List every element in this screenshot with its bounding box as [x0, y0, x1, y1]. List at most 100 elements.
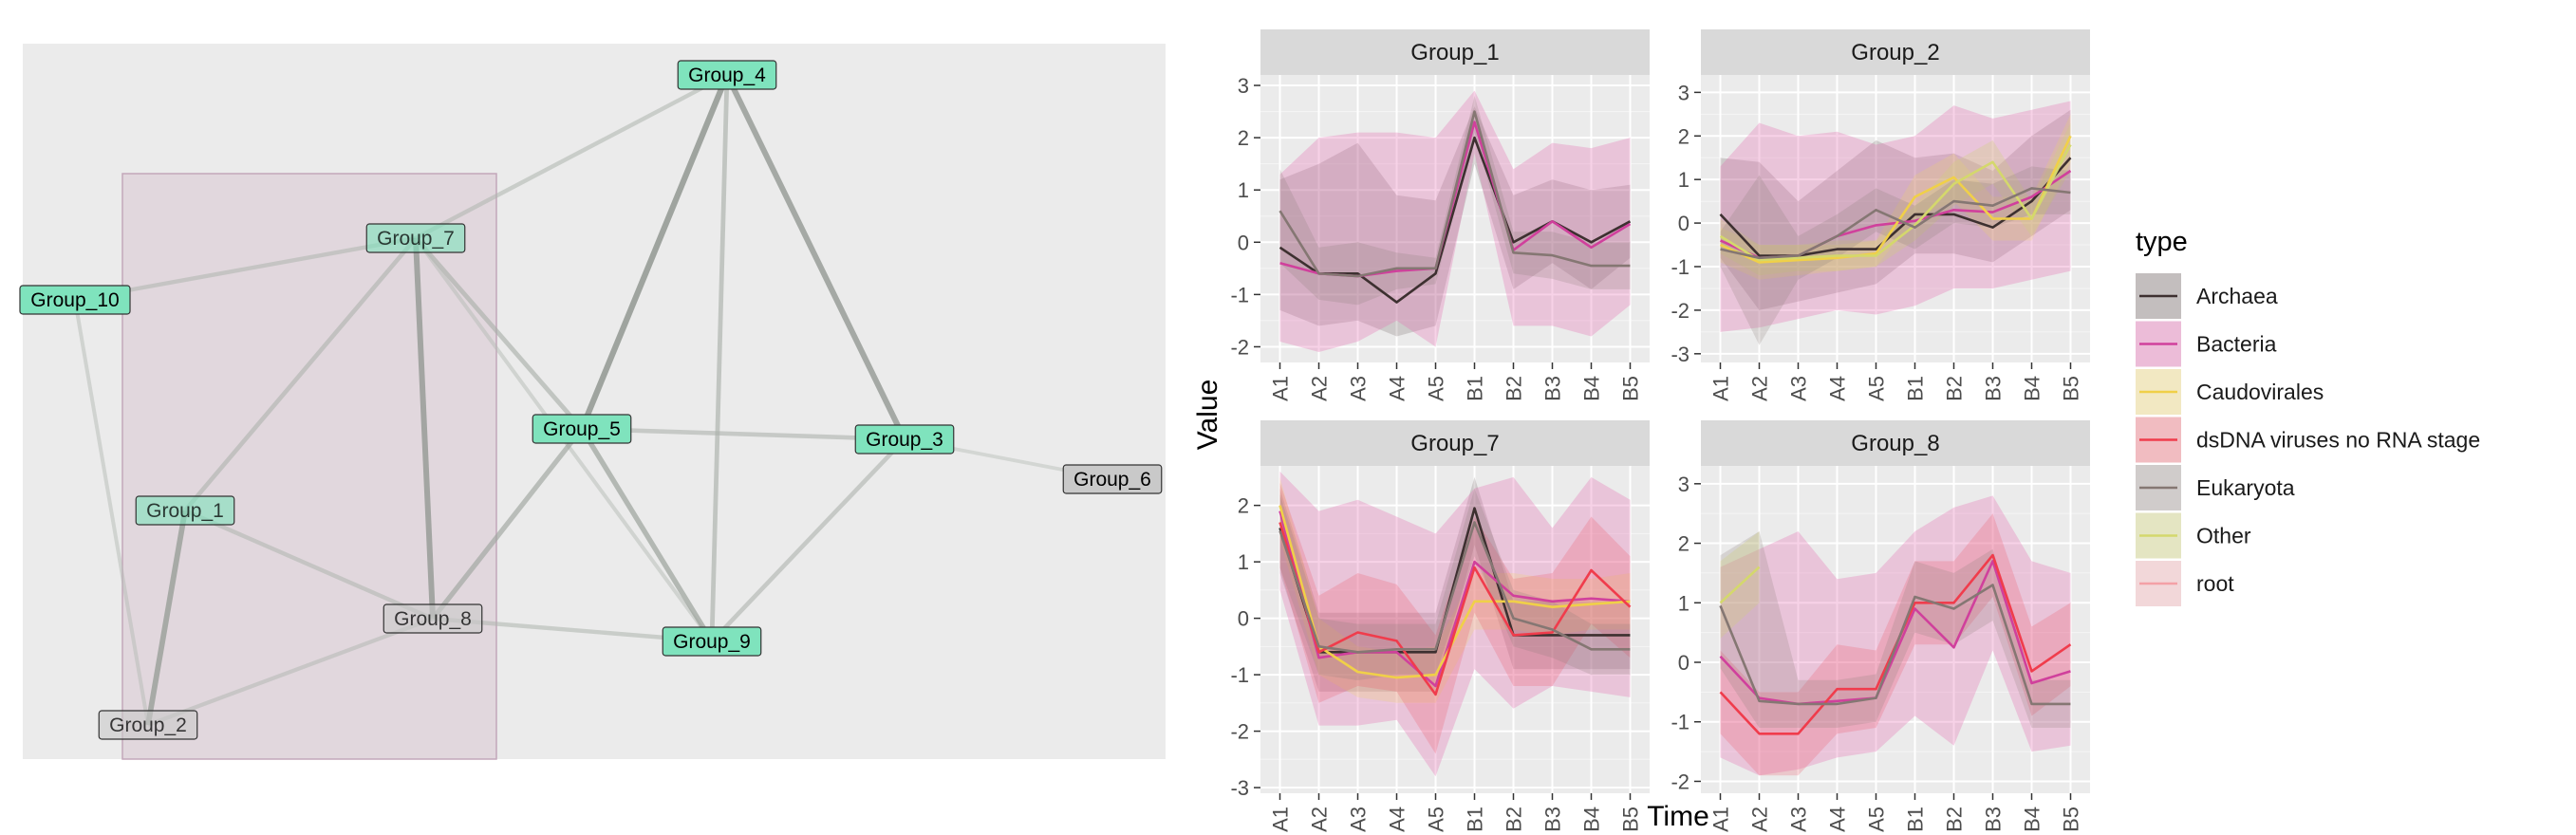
y-tick-label: 1	[1678, 168, 1689, 192]
legend-label: Bacteria	[2196, 332, 2277, 357]
y-tick-label: 3	[1678, 473, 1689, 496]
x-tick-label: B3	[1982, 376, 2006, 401]
legend-label: root	[2196, 571, 2234, 596]
y-tick-label: -1	[1230, 283, 1249, 306]
facet-title: Group_1	[1410, 40, 1499, 65]
x-tick-label: B3	[1982, 807, 2006, 832]
legend-label: Other	[2196, 524, 2251, 548]
y-tick-label: -1	[1671, 711, 1689, 734]
edge-group_10-group_2	[73, 299, 150, 726]
y-tick-label: 3	[1678, 81, 1689, 104]
y-tick-label: -1	[1671, 255, 1689, 279]
x-tick-label: B2	[1943, 376, 1967, 401]
facet-charts: Group_1 -2 -1 0 1 2 3 A1 A2 A3 A4 A5 B1 B2 B3 B4 B5 Group…	[1230, 29, 2090, 832]
y-tick-label: 0	[1678, 651, 1689, 675]
y-tick-label: 2	[1678, 124, 1689, 148]
node-group_3[interactable]: Group_3	[854, 424, 955, 455]
y-tick-label: 0	[1238, 607, 1249, 631]
x-tick-label: A1	[1709, 376, 1733, 401]
y-axis-title: Value	[1192, 380, 1223, 451]
node-box	[677, 60, 777, 90]
ribbon-bacteria	[1720, 101, 2071, 332]
node-group_10[interactable]: Group_10	[19, 285, 131, 315]
x-tick-label: B2	[1503, 807, 1526, 832]
x-tick-label: B3	[1541, 376, 1565, 401]
x-tick-label: B2	[1943, 807, 1967, 832]
node-label: Group_9	[673, 631, 751, 653]
facet-strip	[1701, 29, 2090, 75]
ribbon-caudovirales	[1279, 476, 1631, 703]
ribbon-dsdna-viruses-no-rna-stage	[1279, 482, 1631, 754]
network-panel: Group_4 Group_7 Group_10 Group_5 Group_3 Grou…	[19, 44, 1166, 760]
node-group_5[interactable]: Group_5	[532, 414, 632, 444]
line-eukaryota	[1720, 187, 2071, 260]
legend: type Archaea Bacteria Caudovirales dsDNA vi…	[2136, 227, 2480, 606]
facet-group_2: Group_2 -3 -2 -1 0 1 2 3 A1 A2 A3 A4 A5 B1 B2 B3 B4 B5	[1671, 29, 2090, 401]
x-tick-label: B1	[1464, 807, 1487, 832]
x-axis-title: Time	[1647, 801, 1709, 832]
legend-item-eukaryota: Eukaryota	[2136, 465, 2295, 510]
y-tick-label: 1	[1678, 591, 1689, 615]
edge-group_7-group_1	[183, 236, 418, 512]
facet-group_1: Group_1 -2 -1 0 1 2 3 A1 A2 A3 A4 A5 B1 B2 B3 B4 B5	[1230, 29, 1650, 401]
node-group_4[interactable]: Group_4	[677, 60, 777, 90]
x-tick-label: A2	[1308, 376, 1332, 401]
line-archaea	[1279, 136, 1632, 304]
legend-title: type	[2136, 227, 2188, 257]
node-group_7[interactable]: Group_7	[365, 223, 466, 253]
cluster-highlight-box	[121, 173, 497, 760]
legend-item-caudovirales: Caudovirales	[2136, 369, 2324, 415]
node-group_1[interactable]: Group_1	[135, 495, 235, 526]
y-tick-label: -3	[1671, 343, 1689, 366]
x-tick-label: B5	[1619, 376, 1643, 401]
facet-strip	[1260, 29, 1650, 75]
x-tick-label: A3	[1347, 376, 1371, 401]
node-group_9[interactable]: Group_9	[662, 626, 762, 657]
line-caudovirales	[1279, 505, 1631, 679]
ribbon-caudovirales	[1720, 114, 2071, 280]
node-label: Group_2	[109, 714, 187, 736]
node-label: Group_3	[866, 429, 943, 451]
legend-label: dsDNA viruses no RNA stage	[2196, 428, 2480, 453]
y-tick-label: 2	[1238, 126, 1249, 150]
x-tick-label: A3	[1787, 807, 1811, 832]
node-label: Group_1	[146, 500, 224, 522]
facet-group_7: Group_7 -3 -2 -1 0 1 2 A1 A2 A3 A4 A5 B1 B2 B3 B4 B5	[1230, 420, 1650, 832]
edge-group_5-group_8	[430, 427, 585, 621]
y-tick-label: 1	[1238, 178, 1249, 202]
y-tick-label: 2	[1678, 532, 1689, 556]
node-box	[662, 626, 762, 657]
y-tick-label: -1	[1230, 663, 1249, 687]
node-group_2[interactable]: Group_2	[98, 710, 198, 740]
facet-title: Group_2	[1851, 40, 1939, 65]
node-group_6[interactable]: Group_6	[1062, 464, 1163, 494]
x-tick-label: A4	[1386, 376, 1409, 401]
y-tick-label: 0	[1678, 212, 1689, 235]
node-label: Group_8	[394, 608, 472, 630]
legend-item-dsdna-viruses-no-rna-stage: dsDNA viruses no RNA stage	[2136, 417, 2480, 463]
edge-group_7-group_10	[74, 235, 417, 303]
edge-group_4-group_5	[579, 73, 730, 431]
node-group_8[interactable]: Group_8	[383, 603, 483, 634]
x-tick-label: B3	[1541, 807, 1565, 832]
node-box	[854, 424, 955, 455]
legend-item-root: root	[2136, 561, 2234, 606]
y-tick-label: 2	[1238, 494, 1249, 518]
x-tick-label: A5	[1425, 807, 1448, 832]
x-tick-label: B4	[2021, 807, 2044, 832]
x-tick-label: B4	[1580, 807, 1604, 832]
x-tick-label: A1	[1269, 376, 1293, 401]
line-eukaryota	[1279, 110, 1631, 278]
ribbon-bacteria	[1279, 90, 1631, 352]
ribbon-archaea	[1279, 106, 1631, 337]
legend-label: Archaea	[2196, 284, 2278, 308]
edge-group_1-group_2	[145, 510, 188, 726]
x-tick-label: A4	[1826, 807, 1850, 832]
legend-item-bacteria: Bacteria	[2136, 321, 2277, 367]
node-label: Group_7	[377, 228, 455, 250]
x-tick-label: B1	[1904, 376, 1928, 401]
y-tick-label: -2	[1671, 299, 1689, 323]
plot-area	[1701, 466, 2090, 793]
node-box	[365, 223, 466, 253]
x-tick-label: A5	[1865, 807, 1889, 832]
